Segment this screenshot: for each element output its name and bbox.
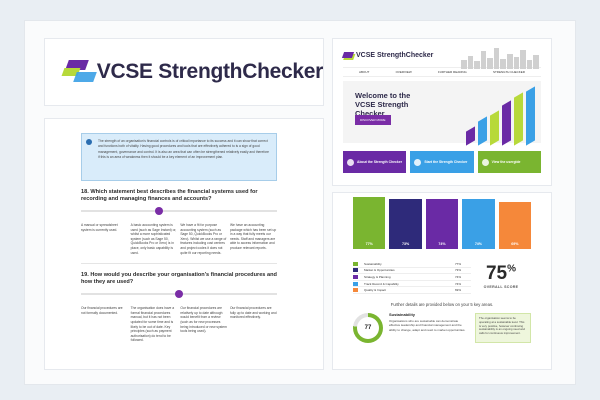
area-title: Sustainability: [389, 311, 416, 317]
option-text: A basic accounting system is used (such …: [130, 223, 177, 255]
tile-userguide[interactable]: View the usergide: [477, 151, 541, 173]
answer-options: A manual or spreadsheet system is curren…: [81, 223, 277, 255]
option-text: Our financial procedures are relatively …: [180, 306, 227, 334]
results-legend: Sustainability 77% Market & Opportunities 7…: [353, 261, 471, 294]
nav-item-overview[interactable]: OVERVIEW: [395, 70, 412, 74]
logo-mark-icon: [61, 58, 97, 86]
legend-label: Market & Opportunities: [364, 268, 395, 273]
legend-row: Quality & Impact 69%: [353, 287, 471, 294]
overall-score-caption: OVERALL SCORE: [483, 285, 519, 289]
legend-swatch: [353, 288, 358, 293]
homepage-panel: VCSE StrengthChecker ABOUT OVERVIEW FURT…: [332, 38, 552, 186]
nav-item-further-reading[interactable]: FURTHER READING: [437, 70, 467, 74]
option-text: A manual or spreadsheet system is curren…: [81, 223, 118, 232]
bar-markets-opportunities: 73%: [389, 199, 422, 249]
legend-swatch: [353, 261, 358, 266]
play-icon: [414, 158, 422, 166]
slider-handle[interactable]: [155, 207, 164, 215]
bar-value-label: 69%: [511, 242, 519, 246]
area-detail: 77 Sustainability Organisations who are s…: [353, 311, 531, 343]
bar-quality-impact: 69%: [498, 202, 532, 249]
bar-value-label: 73%: [402, 242, 410, 246]
legend-swatch: [353, 274, 358, 279]
legend-row: Market & Opportunities 73%: [353, 268, 471, 275]
main-nav: ABOUT OVERVIEW FURTHER READING STRENGTH …: [343, 67, 541, 77]
option-text: We have an accounting package which has …: [229, 223, 277, 250]
questionnaire-panel: The strength of an organisation's financ…: [44, 118, 324, 370]
hero-bars-graphic: [466, 85, 535, 146]
logo-panel: VCSE StrengthChecker: [44, 38, 324, 106]
nav-item-strength-checker[interactable]: STRENGTH CHECKER: [492, 70, 525, 74]
legend-value: 74%: [455, 281, 462, 286]
tile-start[interactable]: Start the Strength Checker: [410, 151, 474, 173]
question-18: 18. Which statement best describes the f…: [81, 189, 277, 265]
legend-label: Sustainability: [364, 261, 382, 266]
results-bar-chart: 77% 73% 74% 74% 69%: [353, 196, 532, 249]
overall-score: 75% OVERALL SCORE: [471, 261, 531, 294]
site-logo[interactable]: VCSE StrengthChecker: [341, 52, 433, 59]
divider: [81, 263, 277, 265]
discover-more-button[interactable]: DISCOVER MORE: [355, 115, 391, 125]
action-tiles: About the Strength Checker Start the Str…: [343, 151, 541, 173]
legend-label: Quality & Impact: [364, 288, 387, 293]
bar-value-label: 74%: [438, 242, 446, 246]
question-19: 19. How would you describe your organisa…: [81, 272, 277, 343]
option-text: Our financial procedures are fully up to…: [229, 306, 277, 320]
nav-item-about[interactable]: ABOUT: [359, 70, 370, 74]
legend-value: 69%: [455, 288, 462, 293]
logo-mark-icon: [341, 52, 355, 58]
info-icon: [347, 158, 354, 166]
info-text: The strength of an organisation's financ…: [98, 139, 269, 159]
question-title: 18. Which statement best describes the f…: [81, 189, 258, 202]
book-icon: [481, 158, 489, 166]
score-donut: 77: [353, 312, 383, 343]
overall-score-unit: %: [507, 263, 517, 275]
legend-row: Strategy & Planning 74%: [353, 274, 471, 281]
legend-value: 74%: [455, 274, 462, 279]
hero-banner: Welcome to the VCSE Strength Checker DIS…: [343, 81, 541, 146]
area-note: The organisation seems to be operating a…: [475, 312, 531, 343]
tile-about[interactable]: About the Strength Checker: [343, 151, 407, 173]
question-title: 19. How would you describe your organisa…: [81, 272, 277, 286]
legend-value: 73%: [455, 268, 462, 273]
bar-sustainability: 77%: [353, 196, 386, 249]
answer-options: Our financial procedures are not formall…: [81, 306, 277, 343]
info-icon: [86, 139, 92, 145]
skyline-graphic: [461, 47, 539, 69]
legend-row: Track Record & Capability 74%: [353, 281, 471, 288]
slider-handle[interactable]: [175, 290, 183, 299]
legend-row: Sustainability 77%: [353, 261, 471, 268]
site-header: VCSE StrengthChecker: [341, 45, 541, 65]
option-text: Our financial procedures are not formall…: [81, 306, 123, 315]
further-details-text: Further details are provided below on yo…: [390, 301, 494, 307]
legend-swatch: [353, 281, 358, 286]
donut-value: 77: [357, 316, 379, 339]
legend-label: Strategy & Planning: [364, 274, 391, 279]
slider-track[interactable]: [81, 210, 277, 212]
answer-slider[interactable]: [81, 290, 277, 299]
bar-value-label: 77%: [365, 242, 373, 246]
bar-value-label: 74%: [474, 242, 483, 246]
legend-swatch: [353, 268, 358, 273]
legend-value: 77%: [455, 261, 462, 266]
answer-slider[interactable]: [81, 207, 277, 215]
legend-label: Track Record & Capability: [364, 281, 399, 286]
overall-score-value: 75: [485, 263, 508, 284]
area-description: Organisations who are sustainable can de…: [389, 319, 466, 332]
hero-title: Welcome to the VCSE Strength Checker: [355, 91, 411, 118]
bar-track-record-capability: 74%: [462, 198, 495, 249]
option-text: The organisation does have a formal fina…: [130, 306, 175, 343]
option-text: We have a fit for purpose accounting sys…: [180, 223, 227, 255]
logo-wordmark: VCSE StrengthChecker: [96, 60, 324, 83]
info-callout: The strength of an organisation's financ…: [81, 133, 277, 181]
bar-strategy-planning: 74%: [425, 198, 459, 249]
results-panel: 77% 73% 74% 74% 69% Sustainability 77% Market …: [332, 192, 552, 370]
